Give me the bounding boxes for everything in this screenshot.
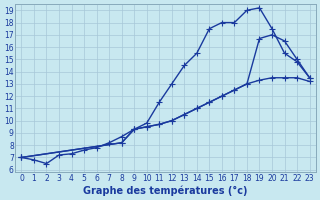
X-axis label: Graphe des températures (°c): Graphe des températures (°c): [83, 185, 248, 196]
